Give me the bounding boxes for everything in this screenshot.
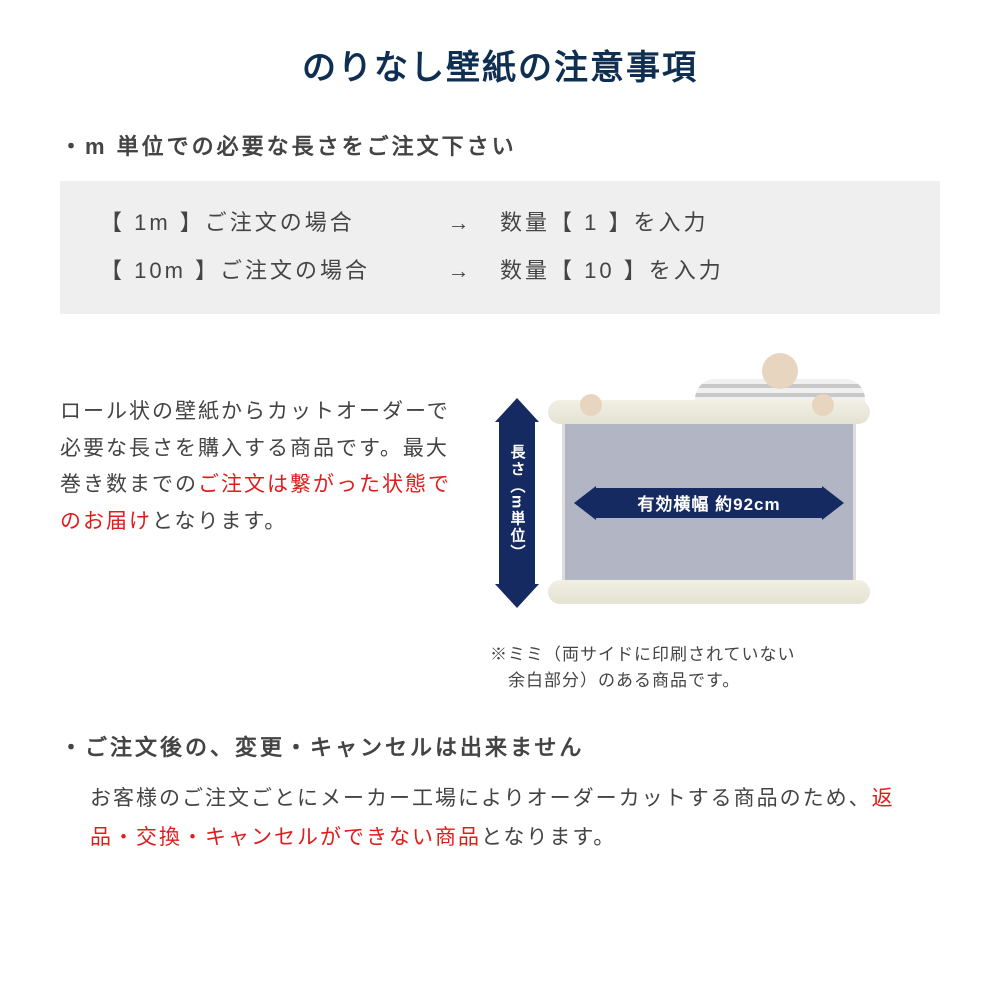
example-right: 数量【 1 】を入力 xyxy=(500,199,900,247)
arrow-icon: → xyxy=(420,247,500,295)
para2-pre: お客様のご注文ごとにメーカー工場によりオーダーカットする商品のため、 xyxy=(90,787,872,810)
roll-bottom xyxy=(548,580,870,604)
desc-text-2: となります。 xyxy=(152,510,287,533)
length-arrow: 長さ（m単位） xyxy=(495,398,539,608)
wallpaper-diagram: 長さ（m単位） 有効横幅 約92cm xyxy=(480,344,940,634)
mimi-note: ※ミミ（両サイドに印刷されていない 余白部分）のある商品です。 xyxy=(490,642,940,695)
example-left: 【 10m 】ご注文の場合 xyxy=(100,247,420,295)
order-examples-box: 【 1m 】ご注文の場合→数量【 1 】を入力【 10m 】ご注文の場合→数量【… xyxy=(60,181,940,314)
example-row: 【 1m 】ご注文の場合→数量【 1 】を入力 xyxy=(100,199,900,247)
example-row: 【 10m 】ご注文の場合→数量【 10 】を入力 xyxy=(100,247,900,295)
para2-post: となります。 xyxy=(481,826,616,849)
bullet-order-unit: ・m 単位での必要な長さをご注文下さい xyxy=(60,129,940,161)
page-title: のりなし壁紙の注意事項 xyxy=(60,40,940,89)
width-label: 有効横幅 約92cm xyxy=(637,490,780,515)
arrow-icon: → xyxy=(420,199,500,247)
example-right: 数量【 10 】を入力 xyxy=(500,247,900,295)
example-left: 【 1m 】ご注文の場合 xyxy=(100,199,420,247)
hand-left xyxy=(580,394,602,416)
cut-order-description: ロール状の壁紙からカットオーダーで必要な長さを購入する商品です。最大巻き数までの… xyxy=(60,344,460,541)
hand-right xyxy=(812,394,834,416)
no-cancel-description: お客様のご注文ごとにメーカー工場によりオーダーカットする商品のため、返品・交換・… xyxy=(60,780,940,858)
length-label: 長さ（m単位） xyxy=(507,444,528,561)
width-arrow: 有効横幅 約92cm xyxy=(574,486,844,520)
bullet-no-cancel: ・ご注文後の、変更・キャンセルは出来ません xyxy=(60,730,940,762)
